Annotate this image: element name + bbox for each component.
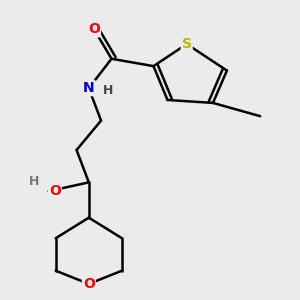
Text: H: H xyxy=(103,84,113,97)
Text: O: O xyxy=(49,184,61,198)
Text: O: O xyxy=(83,277,95,291)
Text: O: O xyxy=(88,22,100,36)
Text: N: N xyxy=(83,81,94,95)
Text: S: S xyxy=(182,37,192,51)
Text: H: H xyxy=(29,175,39,188)
